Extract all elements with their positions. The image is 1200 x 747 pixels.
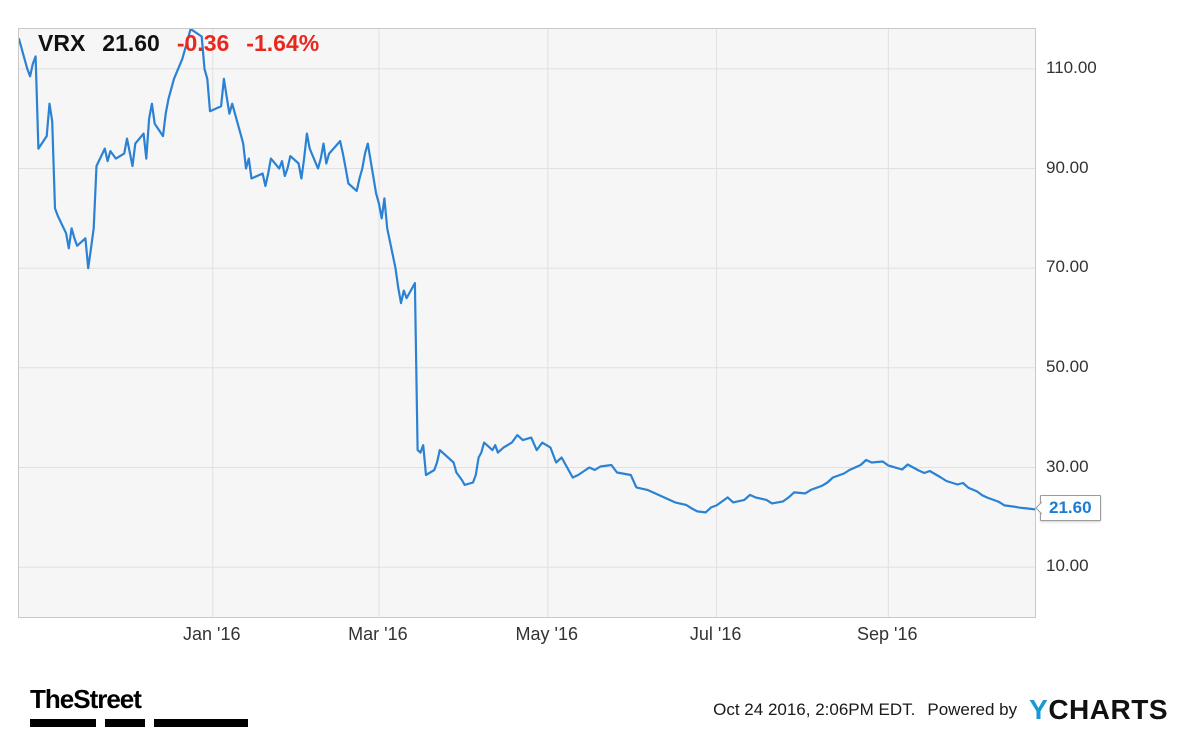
x-axis-label: Jan '16 [183,624,241,644]
price-flag-value: 21.60 [1049,498,1092,518]
thestreet-wordmark: TheStreet [30,684,142,714]
plot-area [18,28,1036,618]
price-change: -0.36 [176,30,230,56]
quote-header: VRX 21.60 -0.36 -1.64% [38,30,319,57]
ycharts-logo[interactable]: YCHARTS [1029,694,1168,726]
ticker-symbol: VRX [38,30,86,56]
thestreet-logo[interactable]: TheStreet [30,684,248,727]
x-axis-label: Jul '16 [689,624,742,644]
y-axis-label: 110.00 [1046,57,1097,77]
y-axis-label: 50.00 [1046,356,1089,376]
price-line-chart [19,29,1035,617]
y-axis-label: 90.00 [1046,157,1089,177]
price-change-percent: -1.64% [246,30,320,56]
last-price: 21.60 [102,30,160,56]
attribution-bar: Oct 24 2016, 2:06PM EDT. Powered by YCHA… [713,694,1168,726]
ycharts-logo-rest: CHARTS [1048,694,1168,725]
y-axis-label: 70.00 [1046,257,1089,277]
current-price-flag: 21.60 [1034,495,1101,522]
ycharts-logo-y: Y [1029,694,1049,725]
x-axis-label: May '16 [515,624,578,644]
thestreet-bars-icon [30,719,248,727]
y-axis-label: 10.00 [1046,556,1089,576]
quote-timestamp: Oct 24 2016, 2:06PM EDT. [713,700,916,719]
x-axis-label: Sep '16 [857,624,918,644]
powered-by-label: Powered by [927,700,1018,719]
price-flag-notch-icon [1034,501,1048,515]
x-axis-label: Mar '16 [348,624,408,644]
y-axis-label: 30.00 [1046,456,1089,476]
